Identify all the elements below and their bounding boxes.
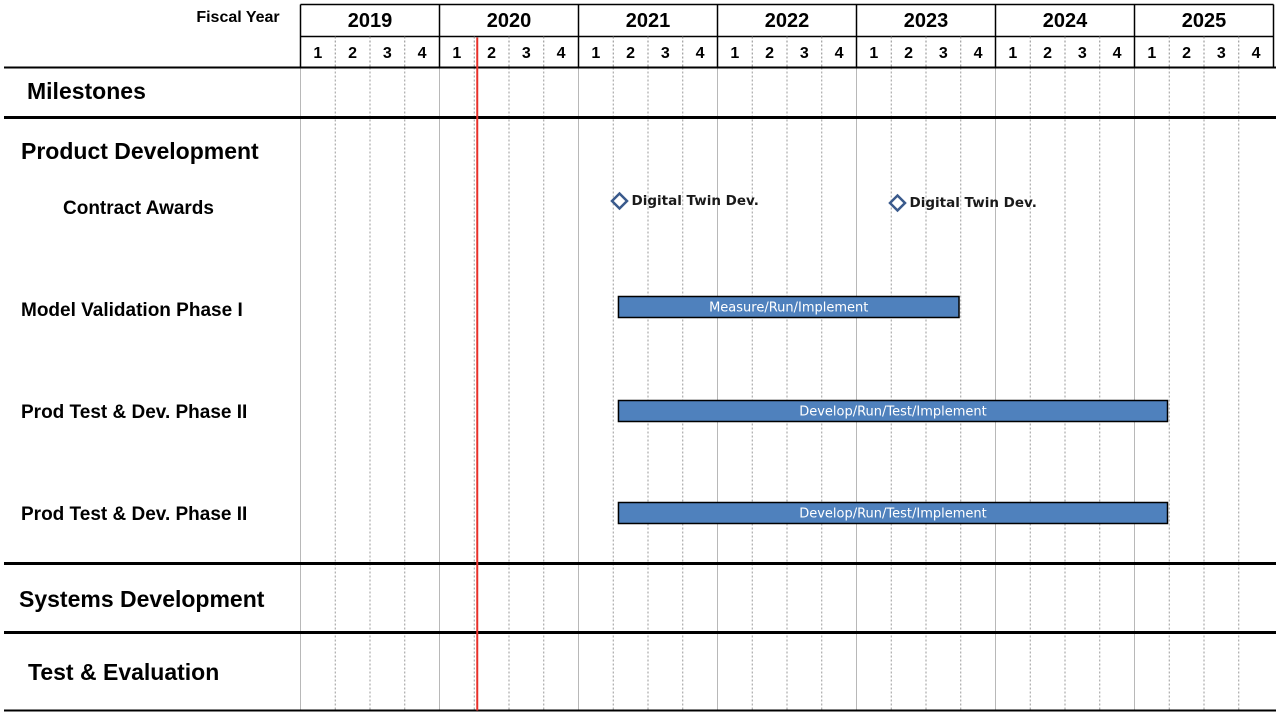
quarter-tick-label: 1 xyxy=(1008,45,1017,62)
quarter-tick-label: 1 xyxy=(869,45,878,62)
quarter-tick-label: 3 xyxy=(800,45,809,62)
section-test-evaluation-label: Test & Evaluation xyxy=(28,659,219,685)
quarter-tick-label: 3 xyxy=(1078,45,1087,62)
quarter-tick-label: 2 xyxy=(487,45,496,62)
gantt-bar-label: Develop/Run/Test/Implement xyxy=(799,507,987,522)
quarter-tick-label: 3 xyxy=(522,45,531,62)
quarter-tick-label: 1 xyxy=(313,45,322,62)
gantt-bar xyxy=(617,399,1169,423)
quarter-tick-label: 1 xyxy=(591,45,600,62)
gantt-bar-label: Develop/Run/Test/Implement xyxy=(799,405,987,420)
year-tick-label: 2025 xyxy=(1182,10,1227,32)
year-tick-label: 2023 xyxy=(904,10,949,32)
quarter-tick-label: 3 xyxy=(661,45,670,62)
quarter-tick-label: 3 xyxy=(939,45,948,62)
row-prod-test-dev-2-label: Prod Test & Dev. Phase II xyxy=(21,504,247,525)
milestone-label: Digital Twin Dev. xyxy=(632,193,759,209)
gantt-bar xyxy=(617,501,1169,525)
quarter-tick-label: 1 xyxy=(1147,45,1156,62)
quarter-tick-label: 2 xyxy=(904,45,913,62)
section-labels: Milestones Product Development Systems D… xyxy=(19,78,265,685)
gantt-bar xyxy=(617,295,960,319)
quarter-tick-label: 4 xyxy=(1252,45,1261,62)
quarter-tick-label: 2 xyxy=(626,45,635,62)
year-tick-label: 2021 xyxy=(626,10,671,32)
year-tick-label: 2019 xyxy=(348,10,393,32)
timeline-header: Fiscal Year 2019 2020 2021 2022 2023 2024 2025… xyxy=(196,9,1260,62)
quarter-tick-label: 1 xyxy=(730,45,739,62)
quarter-tick-label: 1 xyxy=(452,45,461,62)
section-systems-development-label: Systems Development xyxy=(19,586,265,612)
row-model-validation-label: Model Validation Phase I xyxy=(21,300,243,321)
quarter-tick-label: 4 xyxy=(557,45,566,62)
row-prod-test-dev-1-label: Prod Test & Dev. Phase II xyxy=(21,402,247,423)
quarter-tick-label: 2 xyxy=(348,45,357,62)
year-tick-label: 2024 xyxy=(1043,10,1088,32)
milestone-diamond xyxy=(888,193,907,213)
quarter-tick-label: 3 xyxy=(1217,45,1226,62)
section-product-development-label: Product Development xyxy=(21,138,259,164)
year-tick-label: 2020 xyxy=(487,10,532,32)
chart-marks: Measure/Run/Implement Develop/Run/Test/Im… xyxy=(610,191,1169,525)
quarter-tick-label: 4 xyxy=(835,45,844,62)
row-contract-awards-label: Contract Awards xyxy=(63,198,214,219)
section-milestones-label: Milestones xyxy=(27,78,146,104)
row-labels: Contract Awards Model Validation Phase I… xyxy=(21,198,247,525)
quarter-tick-label: 2 xyxy=(1182,45,1191,62)
quarter-tick-label: 4 xyxy=(696,45,705,62)
year-tick-label: 2022 xyxy=(765,10,810,32)
quarter-tick-label: 2 xyxy=(1043,45,1052,62)
grid-lines xyxy=(4,3,1276,712)
quarter-tick-label: 4 xyxy=(974,45,983,62)
fiscal-year-label: Fiscal Year xyxy=(196,9,279,26)
quarter-tick-label: 4 xyxy=(418,45,427,62)
quarter-tick-label: 4 xyxy=(1113,45,1122,62)
quarter-tick-label: 3 xyxy=(383,45,392,62)
gantt-bar-label: Measure/Run/Implement xyxy=(709,301,868,316)
milestone-diamond xyxy=(610,191,629,211)
milestone-label: Digital Twin Dev. xyxy=(910,195,1037,211)
quarter-tick-label: 2 xyxy=(765,45,774,62)
